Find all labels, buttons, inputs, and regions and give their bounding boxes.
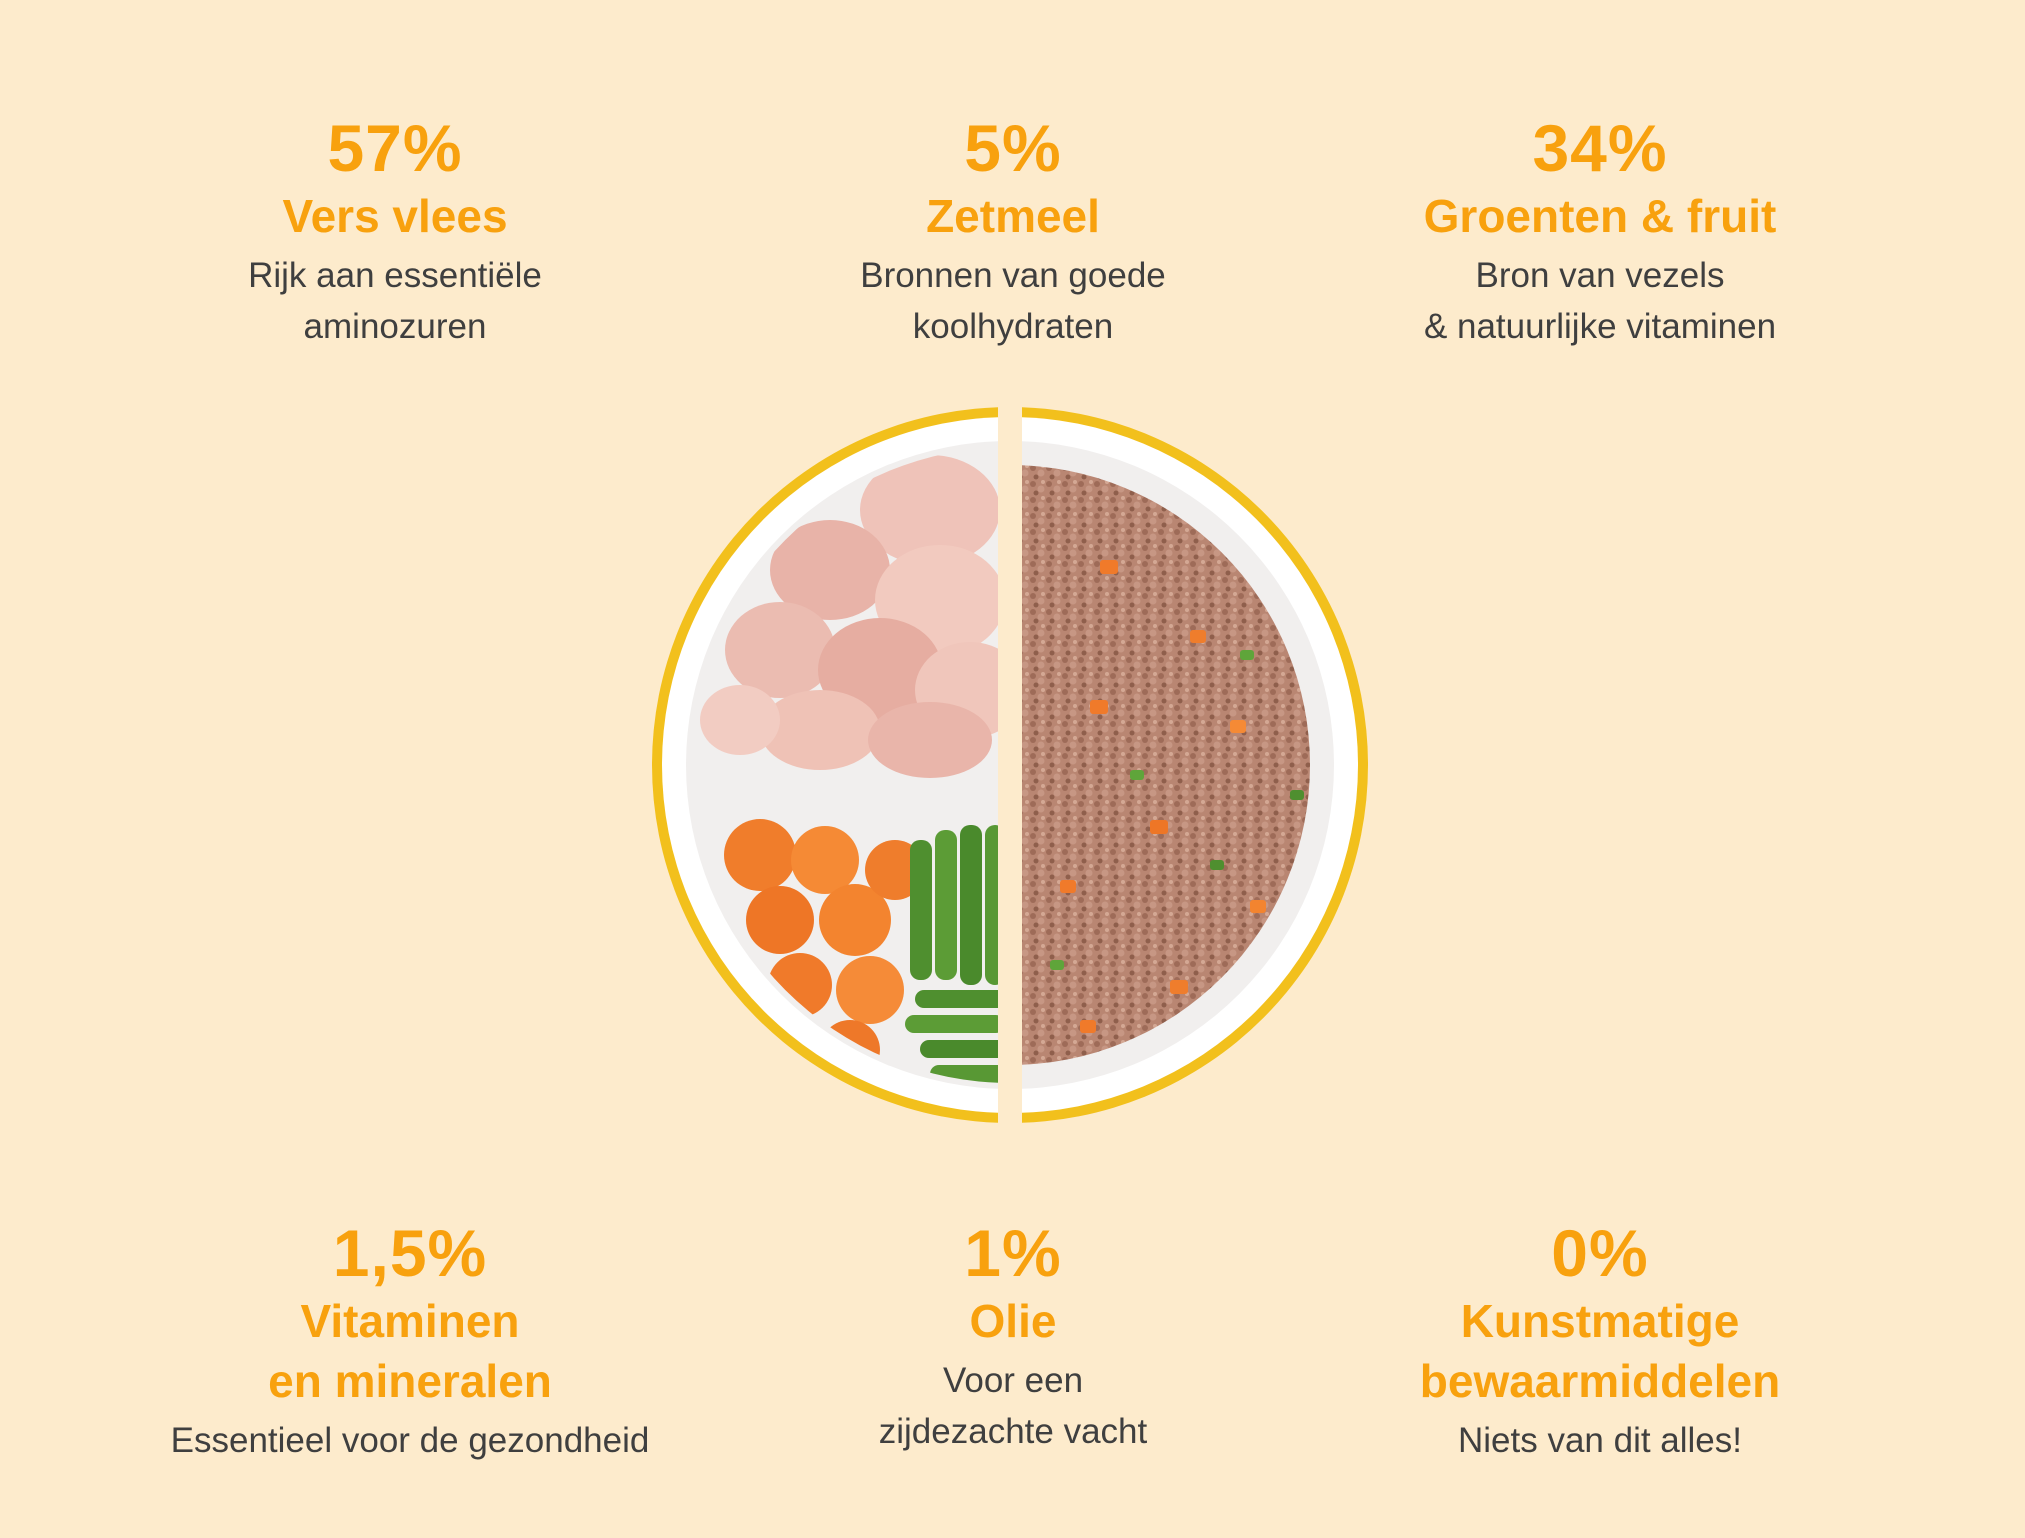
stat-title: Groenten & fruit	[1423, 190, 1777, 242]
stat-title: Vitaminen en mineralen	[100, 1291, 720, 1411]
stat-percent: 1%	[964, 1216, 1062, 1290]
stat-percent: 57%	[327, 111, 463, 185]
carrot-slices	[724, 819, 925, 1080]
stat-title-line: Kunstmatige	[1460, 1295, 1740, 1347]
stat-percent: 5%	[964, 111, 1062, 185]
stat-title: Olie	[969, 1295, 1057, 1347]
stat-vitamins-minerals: 1,5% Vitaminen en mineralen Essentieel v…	[100, 1215, 720, 1466]
stat-description-line: Bron van vezels	[1475, 256, 1725, 295]
stat-description-line: Bronnen van goede	[860, 256, 1166, 295]
stat-starch: 5% Zetmeel Bronnen van goede koolhydrate…	[703, 110, 1323, 352]
stat-description-line: Niets van dit alles!	[1457, 1421, 1743, 1460]
stat-oil: 1% Olie Voor een zijdezachte vacht	[703, 1215, 1323, 1457]
stat-description-line: Essentieel voor de gezondheid	[170, 1421, 650, 1460]
stat-vegetables-fruit: 34% Groenten & fruit Bron van vezels & n…	[1290, 110, 1910, 352]
stat-description-line: zijdezachte vacht	[878, 1412, 1148, 1451]
stat-title-line: en mineralen	[268, 1355, 552, 1407]
stat-description: Rijk aan essentiële aminozuren	[85, 250, 705, 352]
stat-title: Vers vlees	[282, 190, 508, 242]
chicken-pieces	[700, 455, 998, 778]
stat-description-line: & natuurlijke vitaminen	[1423, 307, 1777, 346]
bowl-right-half	[1022, 407, 1368, 1123]
green-beans	[905, 825, 998, 1083]
stat-description: Bron van vezels & natuurlijke vitaminen	[1290, 250, 1910, 352]
bowl-left-half	[652, 407, 998, 1123]
stat-description-line: Rijk aan essentiële	[248, 256, 542, 295]
stat-title-line: bewaarmiddelen	[1419, 1355, 1781, 1407]
stat-title: Kunstmatige bewaarmiddelen	[1290, 1291, 1910, 1411]
stat-description: Essentieel voor de gezondheid	[100, 1415, 720, 1466]
stat-description-line: aminozuren	[303, 307, 487, 346]
stat-title-line: Vitaminen	[300, 1295, 520, 1347]
stat-preservatives: 0% Kunstmatige bewaarmiddelen Niets van …	[1290, 1215, 1910, 1466]
stat-percent: 34%	[1532, 111, 1668, 185]
stat-description-line: Voor een	[942, 1361, 1084, 1400]
stat-percent: 0%	[1551, 1216, 1649, 1290]
stat-title: Zetmeel	[926, 190, 1100, 242]
stat-description: Voor een zijdezachte vacht	[703, 1355, 1323, 1457]
stat-description: Bronnen van goede koolhydraten	[703, 250, 1323, 352]
stat-description-line: koolhydraten	[912, 307, 1114, 346]
stat-description: Niets van dit alles!	[1290, 1415, 1910, 1466]
stat-fresh-meat: 57% Vers vlees Rijk aan essentiële amino…	[85, 110, 705, 352]
food-bowl-illustration	[652, 407, 1368, 1123]
mixed-food-bits	[1050, 560, 1304, 1033]
stat-percent: 1,5%	[332, 1216, 488, 1290]
